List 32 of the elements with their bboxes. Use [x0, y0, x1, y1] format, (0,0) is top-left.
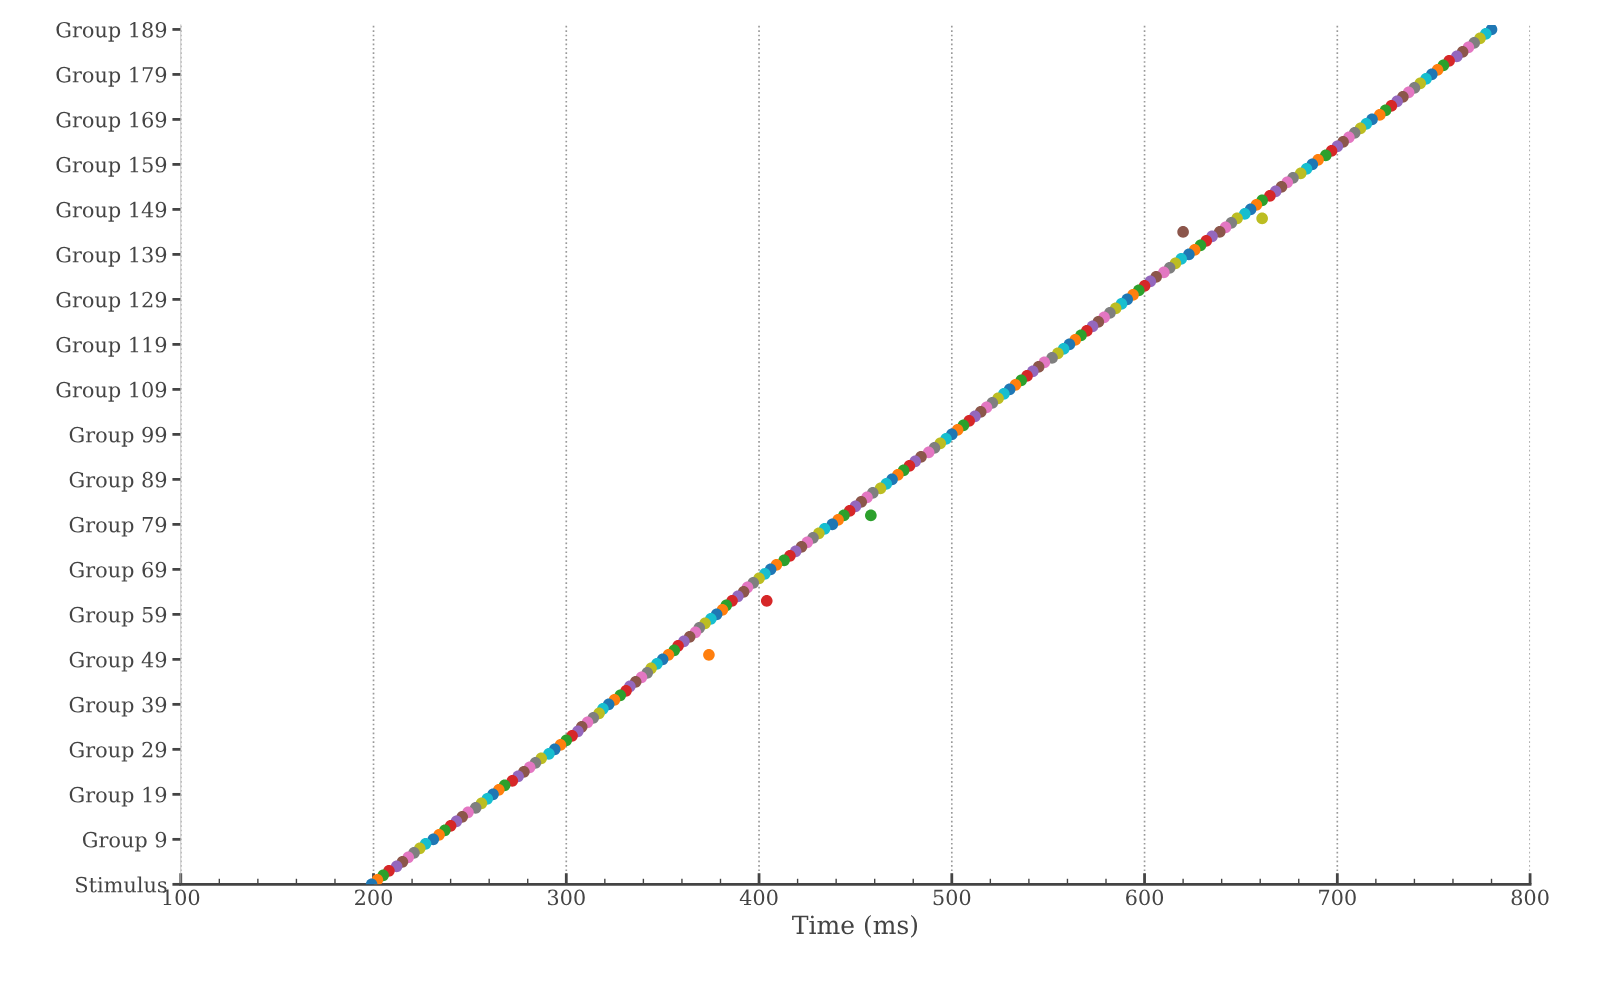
point: [865, 509, 877, 522]
point: [1256, 212, 1268, 225]
x-tick-label: 700: [1319, 889, 1356, 906]
y-tick-label: Group 179: [56, 66, 167, 87]
y-tick-label: Group 39: [69, 696, 167, 717]
y-tick-label: Group 109: [56, 381, 167, 402]
x-axis-title: Time (ms): [792, 914, 918, 938]
x-tick-label: 400: [739, 889, 778, 906]
y-tick-label: Group 189: [56, 21, 167, 42]
y-tick-label: Group 79: [69, 516, 167, 537]
x-tick-label: 500: [933, 889, 971, 906]
point: [760, 595, 773, 607]
y-tick-label: Group 129: [56, 291, 167, 312]
y-tick-label: Group 159: [56, 156, 167, 177]
y-tick-label: Group 169: [56, 111, 167, 132]
y-tick-label: Group 119: [56, 336, 167, 357]
y-tick-label: Group 139: [56, 246, 167, 267]
y-tick-label: Group 99: [69, 426, 167, 447]
y-tick-label: Group 9: [82, 831, 167, 852]
y-tick-label: Group 89: [69, 471, 167, 492]
point: [1177, 226, 1189, 238]
y-tick-label: Group 49: [69, 651, 167, 672]
y-tick-label: Group 69: [69, 561, 167, 582]
y-tick-label: Group 59: [69, 606, 167, 627]
x-tick-label: 200: [355, 889, 393, 906]
point: [703, 649, 715, 661]
x-tick-label: 800: [1511, 889, 1549, 906]
x-tick-label: 300: [547, 889, 585, 906]
y-tick-label: Group 19: [69, 786, 167, 807]
x-tick-label: 600: [1126, 889, 1164, 906]
y-tick-label: Group 149: [56, 201, 167, 222]
y-tick-label: Group 29: [69, 741, 167, 762]
